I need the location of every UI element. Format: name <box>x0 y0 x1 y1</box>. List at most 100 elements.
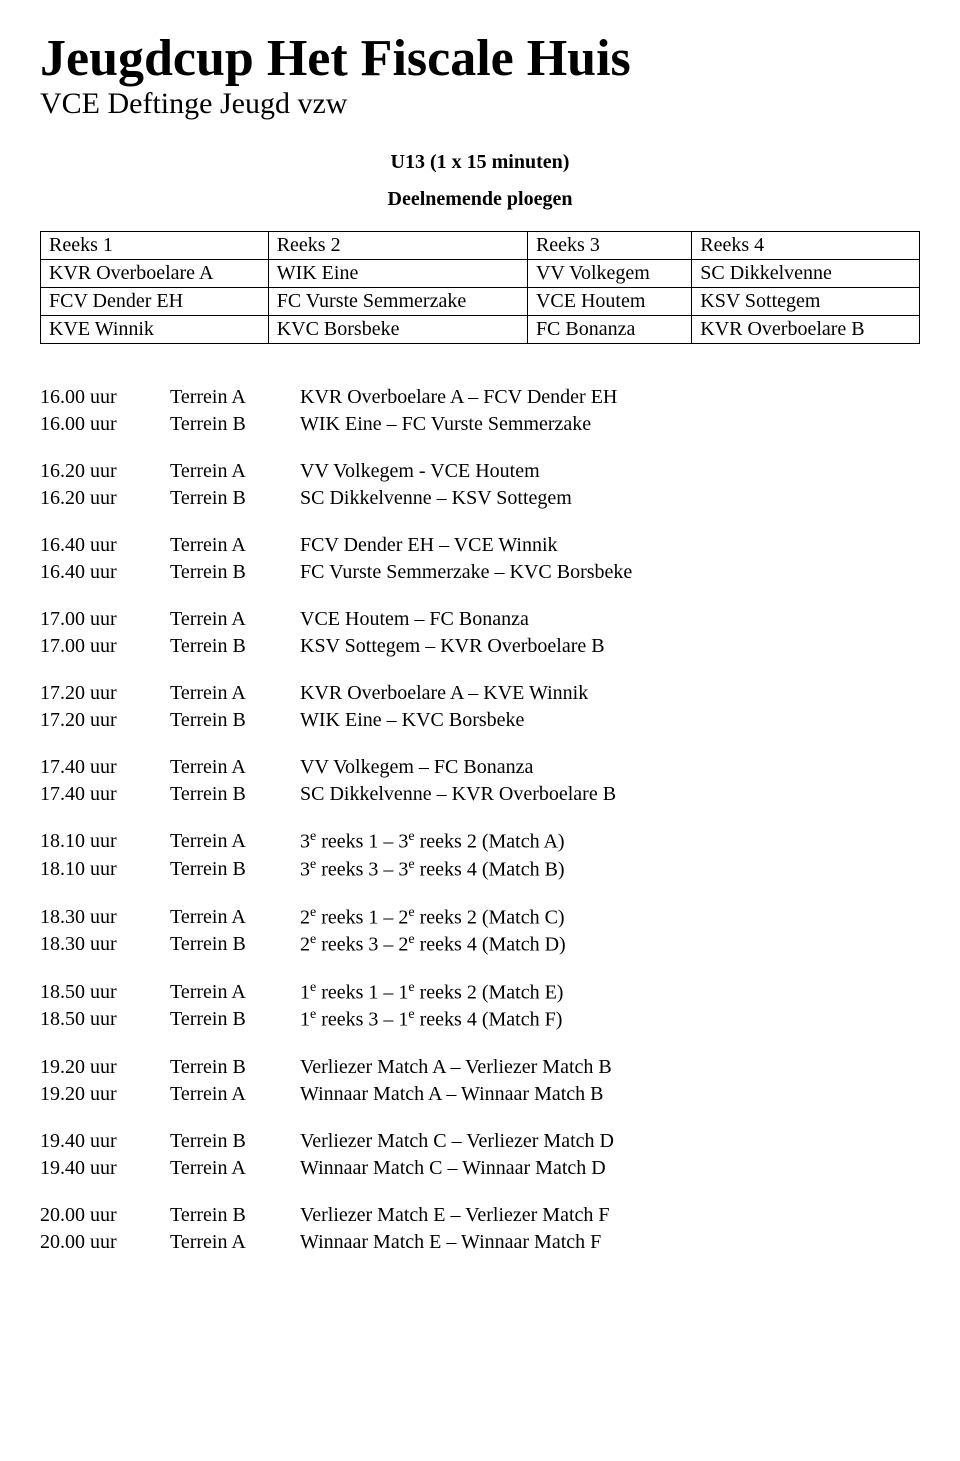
schedule-description: 3e reeks 3 – 3e reeks 4 (Match B) <box>300 856 920 884</box>
teams-cell: FC Bonanza <box>527 316 691 344</box>
schedule-terrein: Terrein B <box>170 411 300 438</box>
schedule-terrein: Terrein A <box>170 1081 300 1108</box>
schedule-terrein: Terrein A <box>170 904 300 932</box>
schedule-time: 20.00 uur <box>40 1202 170 1229</box>
schedule-row: 17.40 uurTerrein AVV Volkegem – FC Bonan… <box>40 754 920 781</box>
schedule-description: Verliezer Match E – Verliezer Match F <box>300 1202 920 1229</box>
schedule-time: 18.50 uur <box>40 1006 170 1034</box>
schedule-row: 16.20 uurTerrein BSC Dikkelvenne – KSV S… <box>40 485 920 512</box>
schedule-time: 17.20 uur <box>40 707 170 734</box>
schedule-description: SC Dikkelvenne – KSV Sottegem <box>300 485 920 512</box>
schedule-time: 17.00 uur <box>40 633 170 660</box>
teams-cell: SC Dikkelvenne <box>692 260 920 288</box>
participating-label: Deelnemende ploegen <box>40 188 920 211</box>
schedule-row: 17.20 uurTerrein AKVR Overboelare A – KV… <box>40 680 920 707</box>
schedule-row: 16.20 uurTerrein AVV Volkegem - VCE Hout… <box>40 458 920 485</box>
schedule-row: 19.40 uurTerrein AWinnaar Match C – Winn… <box>40 1155 920 1182</box>
schedule-group: 16.40 uurTerrein AFCV Dender EH – VCE Wi… <box>40 532 920 586</box>
schedule-terrein: Terrein B <box>170 1054 300 1081</box>
schedule-time: 19.20 uur <box>40 1081 170 1108</box>
teams-cell: KVR Overboelare B <box>692 316 920 344</box>
teams-cell: WIK Eine <box>268 260 527 288</box>
teams-cell: KSV Sottegem <box>692 288 920 316</box>
schedule-group: 19.40 uurTerrein BVerliezer Match C – Ve… <box>40 1128 920 1182</box>
schedule-group: 20.00 uurTerrein BVerliezer Match E – Ve… <box>40 1202 920 1256</box>
schedule-row: 17.40 uurTerrein BSC Dikkelvenne – KVR O… <box>40 781 920 808</box>
schedule-row: 18.30 uurTerrein A2e reeks 1 – 2e reeks … <box>40 904 920 932</box>
schedule-time: 17.20 uur <box>40 680 170 707</box>
category-label: U13 (1 x 15 minuten) <box>40 151 920 174</box>
schedule-row: 20.00 uurTerrein AWinnaar Match E – Winn… <box>40 1229 920 1256</box>
schedule-description: VCE Houtem – FC Bonanza <box>300 606 920 633</box>
schedule-description: SC Dikkelvenne – KVR Overboelare B <box>300 781 920 808</box>
schedule-row: 18.50 uurTerrein B1e reeks 3 – 1e reeks … <box>40 1006 920 1034</box>
schedule-time: 17.40 uur <box>40 754 170 781</box>
schedule-group: 16.00 uurTerrein AKVR Overboelare A – FC… <box>40 384 920 438</box>
schedule-terrein: Terrein A <box>170 384 300 411</box>
schedule-row: 16.00 uurTerrein BWIK Eine – FC Vurste S… <box>40 411 920 438</box>
schedule-row: 18.50 uurTerrein A1e reeks 1 – 1e reeks … <box>40 979 920 1007</box>
schedule-row: 16.40 uurTerrein BFC Vurste Semmerzake –… <box>40 559 920 586</box>
table-row: KVE WinnikKVC BorsbekeFC BonanzaKVR Over… <box>41 316 920 344</box>
schedule-terrein: Terrein B <box>170 781 300 808</box>
schedule-time: 16.20 uur <box>40 485 170 512</box>
schedule-time: 16.00 uur <box>40 384 170 411</box>
schedule-terrein: Terrein A <box>170 606 300 633</box>
schedule-time: 18.30 uur <box>40 904 170 932</box>
schedule-time: 16.00 uur <box>40 411 170 438</box>
schedule-group: 17.20 uurTerrein AKVR Overboelare A – KV… <box>40 680 920 734</box>
teams-header-cell: Reeks 2 <box>268 232 527 260</box>
schedule-row: 17.00 uurTerrein AVCE Houtem – FC Bonanz… <box>40 606 920 633</box>
schedule-description: 2e reeks 3 – 2e reeks 4 (Match D) <box>300 931 920 959</box>
table-row: KVR Overboelare AWIK EineVV VolkegemSC D… <box>41 260 920 288</box>
teams-cell: VCE Houtem <box>527 288 691 316</box>
schedule-terrein: Terrein A <box>170 1155 300 1182</box>
schedule-description: WIK Eine – KVC Borsbeke <box>300 707 920 734</box>
schedule-time: 18.10 uur <box>40 856 170 884</box>
schedule-group: 19.20 uurTerrein BVerliezer Match A – Ve… <box>40 1054 920 1108</box>
page-subtitle: VCE Deftinge Jeugd vzw <box>40 87 920 121</box>
page-title: Jeugdcup Het Fiscale Huis <box>40 30 920 87</box>
teams-header-cell: Reeks 1 <box>41 232 269 260</box>
teams-cell: KVR Overboelare A <box>41 260 269 288</box>
schedule-time: 17.00 uur <box>40 606 170 633</box>
schedule-terrein: Terrein B <box>170 633 300 660</box>
schedule-description: VV Volkegem - VCE Houtem <box>300 458 920 485</box>
schedule-time: 20.00 uur <box>40 1229 170 1256</box>
schedule-terrein: Terrein A <box>170 1229 300 1256</box>
schedule-time: 16.40 uur <box>40 559 170 586</box>
schedule-description: Winnaar Match A – Winnaar Match B <box>300 1081 920 1108</box>
schedule-time: 19.40 uur <box>40 1155 170 1182</box>
schedule-group: 16.20 uurTerrein AVV Volkegem - VCE Hout… <box>40 458 920 512</box>
schedule-terrein: Terrein B <box>170 707 300 734</box>
schedule-description: KVR Overboelare A – KVE Winnik <box>300 680 920 707</box>
schedule-time: 18.50 uur <box>40 979 170 1007</box>
schedule-terrein: Terrein A <box>170 754 300 781</box>
schedule-time: 16.40 uur <box>40 532 170 559</box>
schedule-description: 2e reeks 1 – 2e reeks 2 (Match C) <box>300 904 920 932</box>
schedule-description: Verliezer Match A – Verliezer Match B <box>300 1054 920 1081</box>
schedule-terrein: Terrein B <box>170 1202 300 1229</box>
schedule-row: 17.20 uurTerrein BWIK Eine – KVC Borsbek… <box>40 707 920 734</box>
schedule-description: VV Volkegem – FC Bonanza <box>300 754 920 781</box>
schedule-row: 20.00 uurTerrein BVerliezer Match E – Ve… <box>40 1202 920 1229</box>
schedule-group: 17.00 uurTerrein AVCE Houtem – FC Bonanz… <box>40 606 920 660</box>
schedule-terrein: Terrein A <box>170 532 300 559</box>
schedule-time: 19.40 uur <box>40 1128 170 1155</box>
schedule-row: 17.00 uurTerrein BKSV Sottegem – KVR Ove… <box>40 633 920 660</box>
schedule-row: 18.30 uurTerrein B2e reeks 3 – 2e reeks … <box>40 931 920 959</box>
schedule-description: Verliezer Match C – Verliezer Match D <box>300 1128 920 1155</box>
schedule-row: 19.20 uurTerrein AWinnaar Match A – Winn… <box>40 1081 920 1108</box>
schedule-row: 18.10 uurTerrein A3e reeks 1 – 3e reeks … <box>40 828 920 856</box>
schedule-row: 19.20 uurTerrein BVerliezer Match A – Ve… <box>40 1054 920 1081</box>
schedule-time: 16.20 uur <box>40 458 170 485</box>
teams-header-cell: Reeks 4 <box>692 232 920 260</box>
schedule-time: 18.30 uur <box>40 931 170 959</box>
teams-table: Reeks 1Reeks 2Reeks 3Reeks 4 KVR Overboe… <box>40 231 920 344</box>
schedule-description: 3e reeks 1 – 3e reeks 2 (Match A) <box>300 828 920 856</box>
schedule-terrein: Terrein A <box>170 680 300 707</box>
table-row: FCV Dender EHFC Vurste SemmerzakeVCE Hou… <box>41 288 920 316</box>
schedule-description: FC Vurste Semmerzake – KVC Borsbeke <box>300 559 920 586</box>
schedule-terrein: Terrein B <box>170 1128 300 1155</box>
schedule-description: FCV Dender EH – VCE Winnik <box>300 532 920 559</box>
